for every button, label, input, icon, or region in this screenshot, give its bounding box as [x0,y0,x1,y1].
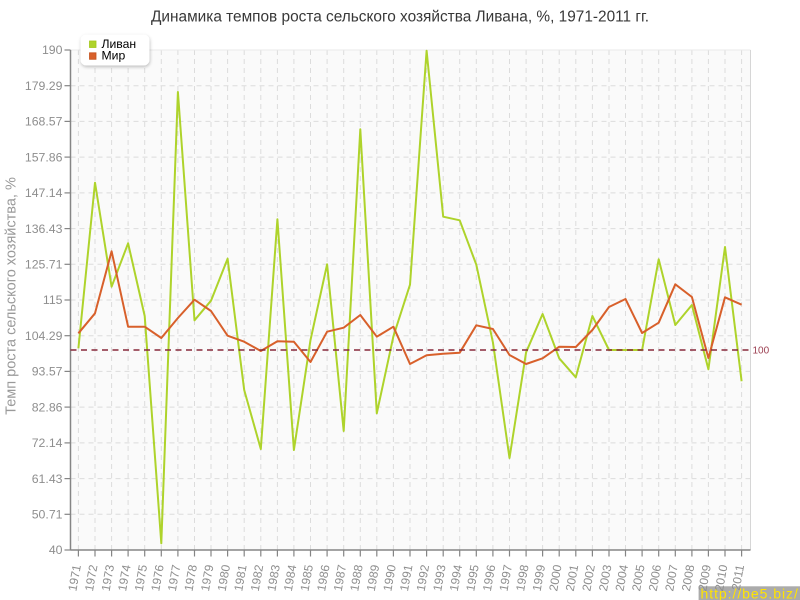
svg-text:2006: 2006 [646,563,664,592]
svg-text:2001: 2001 [563,563,581,592]
svg-text:1987: 1987 [331,563,349,592]
svg-text:1981: 1981 [231,563,249,592]
svg-text:1973: 1973 [99,563,117,592]
svg-text:1976: 1976 [148,563,166,592]
svg-text:1993: 1993 [430,563,448,592]
svg-text:2011: 2011 [729,563,747,591]
svg-text:Мир: Мир [102,49,126,63]
svg-text:1974: 1974 [115,563,133,592]
svg-text:Динамика темпов роста сельског: Динамика темпов роста сельского хозяйств… [151,9,649,26]
svg-text:1992: 1992 [414,563,432,592]
svg-text:1980: 1980 [215,563,233,592]
svg-text:147.14: 147.14 [25,186,63,200]
svg-text:1988: 1988 [347,563,365,592]
svg-text:61.43: 61.43 [32,472,63,486]
svg-text:82.86: 82.86 [32,400,63,414]
svg-text:1986: 1986 [314,563,332,592]
svg-text:2009: 2009 [695,563,713,592]
svg-text:2010: 2010 [712,563,730,592]
svg-text:179.29: 179.29 [25,79,63,93]
svg-text:Темп роста сельского хозяйства: Темп роста сельского хозяйства, % [4,177,20,415]
svg-text:1977: 1977 [165,563,183,592]
svg-text:168.57: 168.57 [25,115,63,129]
svg-text:2005: 2005 [629,563,647,592]
svg-text:1975: 1975 [132,563,150,592]
svg-text:190: 190 [42,43,63,57]
svg-text:104.29: 104.29 [25,329,63,343]
svg-text:1991: 1991 [397,563,415,592]
svg-text:1985: 1985 [298,563,316,592]
svg-text:1972: 1972 [82,563,100,592]
svg-text:1990: 1990 [380,563,398,592]
svg-text:http://be5.biz/: http://be5.biz/ [701,585,799,600]
svg-text:1994: 1994 [447,563,465,592]
svg-text:1983: 1983 [264,563,282,592]
svg-text:Ливан: Ливан [102,37,137,51]
svg-text:100: 100 [753,346,770,357]
svg-text:1997: 1997 [497,563,515,592]
svg-text:1989: 1989 [364,563,382,592]
svg-text:2008: 2008 [679,563,697,592]
svg-text:2000: 2000 [546,563,564,592]
svg-text:157.86: 157.86 [25,150,63,164]
svg-text:1995: 1995 [463,563,481,592]
svg-text:2002: 2002 [579,563,597,592]
svg-text:50.71: 50.71 [32,508,63,522]
svg-text:1971: 1971 [65,563,83,592]
svg-text:2007: 2007 [662,563,680,592]
svg-text:2004: 2004 [613,563,631,592]
svg-text:125.71: 125.71 [25,258,63,272]
svg-text:1999: 1999 [530,563,548,592]
svg-text:1996: 1996 [480,563,498,592]
svg-text:93.57: 93.57 [32,365,63,379]
svg-text:136.43: 136.43 [25,222,63,236]
svg-text:1998: 1998 [513,563,531,592]
svg-text:1982: 1982 [248,563,266,592]
svg-text:1984: 1984 [281,563,299,592]
svg-text:72.14: 72.14 [32,436,63,450]
svg-text:2003: 2003 [596,563,614,592]
svg-text:1979: 1979 [198,563,216,592]
svg-text:1978: 1978 [182,563,200,592]
svg-text:40: 40 [49,543,63,557]
svg-text:115: 115 [43,293,63,307]
